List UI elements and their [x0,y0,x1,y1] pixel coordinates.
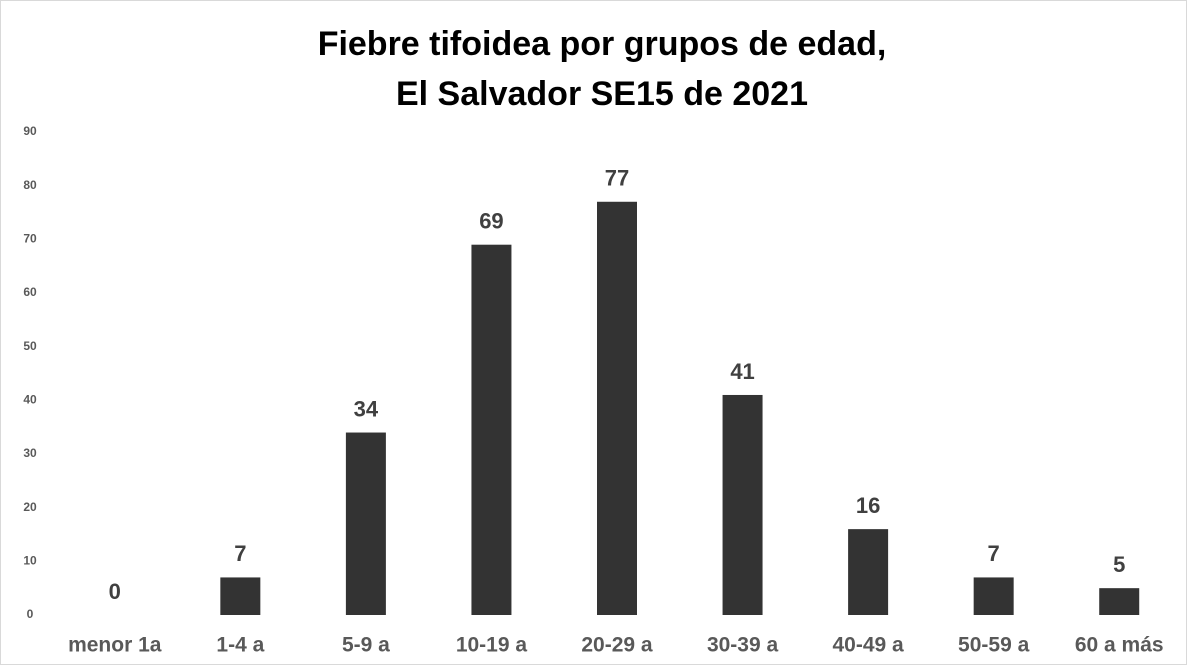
data-label: 16 [856,493,880,518]
y-tick-label: 0 [27,607,34,621]
y-tick-label: 80 [23,178,37,192]
x-tick-label: 50-59 a [958,634,1030,657]
x-tick-label: 1-4 a [216,634,264,657]
y-tick-label: 70 [23,232,37,246]
data-label: 0 [109,579,121,604]
x-tick-label: 60 a más [1075,634,1164,657]
y-tick-label: 10 [23,554,37,568]
bar [973,577,1014,615]
bar [471,244,512,615]
x-tick-label: 30-39 a [707,634,779,657]
bar [597,201,637,615]
y-tick-label: 60 [23,285,37,299]
y-tick-label: 50 [23,339,37,353]
bar [1099,588,1140,615]
x-tick-label: 10-19 a [456,634,528,657]
data-label: 7 [988,541,1000,566]
x-tick-label: 40-49 a [832,634,904,657]
data-label: 5 [1113,552,1125,577]
bar [722,394,763,615]
bar [220,577,261,615]
bar [848,529,889,615]
x-tick-label: 5-9 a [342,634,390,657]
y-tick-label: 30 [23,446,37,460]
data-label: 34 [354,396,379,421]
chart-title: El Salvador SE15 de 2021 [396,75,808,113]
bar [345,432,386,615]
y-tick-label: 40 [23,393,37,407]
data-label: 41 [730,359,754,384]
x-tick-label: 20-29 a [581,634,653,657]
data-label: 7 [234,541,246,566]
chart-title: Fiebre tifoidea por grupos de edad, [318,25,887,63]
x-tick-label: menor 1a [68,634,162,657]
data-label: 69 [479,209,503,234]
y-tick-label: 90 [23,124,37,138]
data-label: 77 [605,166,629,191]
y-tick-label: 20 [23,500,37,514]
